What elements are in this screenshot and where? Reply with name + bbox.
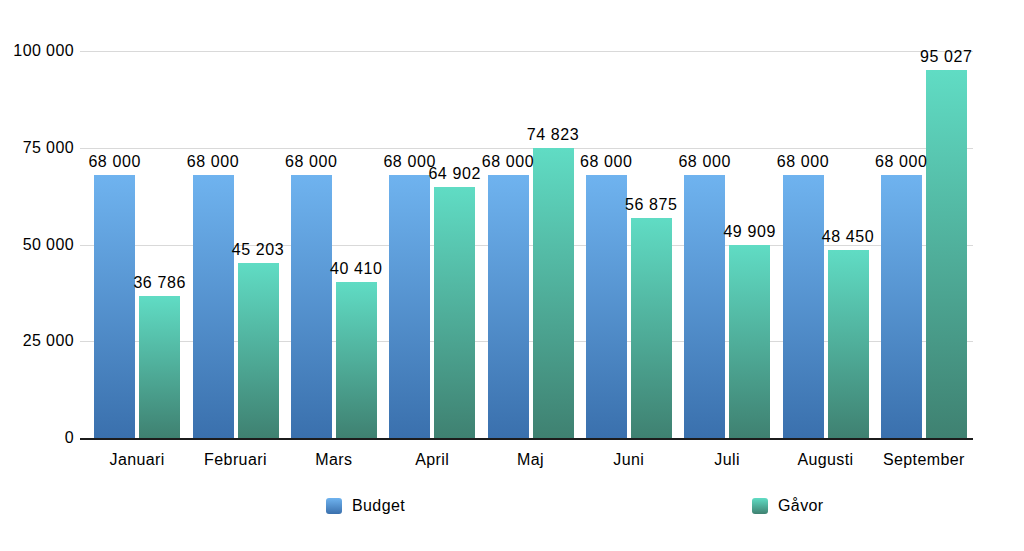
y-axis-tick-label: 100 000 xyxy=(0,41,74,61)
value-label: 95 027 xyxy=(891,46,1001,68)
bar-gavor xyxy=(139,296,180,438)
bar-budget xyxy=(193,175,234,438)
x-axis-label: September xyxy=(859,450,989,470)
bar-gavor xyxy=(926,70,967,438)
bar-budget xyxy=(389,175,430,438)
bar-gavor xyxy=(434,187,475,438)
value-label: 48 450 xyxy=(793,226,903,248)
value-label: 68 000 xyxy=(453,151,563,173)
y-axis-tick-label: 0 xyxy=(0,428,74,448)
value-label: 56 875 xyxy=(596,194,706,216)
value-label: 36 786 xyxy=(105,272,215,294)
bar-gavor xyxy=(336,282,377,438)
value-label: 68 000 xyxy=(60,151,170,173)
value-label: 40 410 xyxy=(301,258,411,280)
budget-legend-label: Budget xyxy=(352,497,405,515)
budget-legend-swatch-icon xyxy=(326,498,342,514)
gridline xyxy=(80,51,973,52)
gavor-legend-label: Gåvor xyxy=(778,497,824,515)
value-label: 74 823 xyxy=(498,124,608,146)
bar-chart: 025 00050 00075 000100 00068 00036 786Ja… xyxy=(0,0,1024,551)
bar-budget xyxy=(881,175,922,438)
legend-item-budget: Budget xyxy=(326,497,405,515)
bar-budget xyxy=(94,175,135,438)
gridline xyxy=(80,148,973,149)
value-label: 68 000 xyxy=(256,151,366,173)
gavor-legend-swatch-icon xyxy=(752,498,768,514)
value-label: 68 000 xyxy=(551,151,661,173)
bar-gavor xyxy=(238,263,279,438)
legend-item-gavor: Gåvor xyxy=(752,497,824,515)
value-label: 68 000 xyxy=(846,151,956,173)
y-axis-tick-label: 50 000 xyxy=(0,235,74,255)
bar-budget xyxy=(488,175,529,438)
y-axis-tick-label: 25 000 xyxy=(0,331,74,351)
value-label: 49 909 xyxy=(695,221,805,243)
bar-gavor xyxy=(828,250,869,438)
bar-gavor xyxy=(533,148,574,438)
value-label: 68 000 xyxy=(650,151,760,173)
bar-gavor xyxy=(631,218,672,438)
value-label: 68 000 xyxy=(748,151,858,173)
value-label: 68 000 xyxy=(158,151,268,173)
x-axis-line xyxy=(80,438,973,440)
bar-budget xyxy=(291,175,332,438)
bar-gavor xyxy=(729,245,770,438)
bar-budget xyxy=(783,175,824,438)
value-label: 45 203 xyxy=(203,239,313,261)
